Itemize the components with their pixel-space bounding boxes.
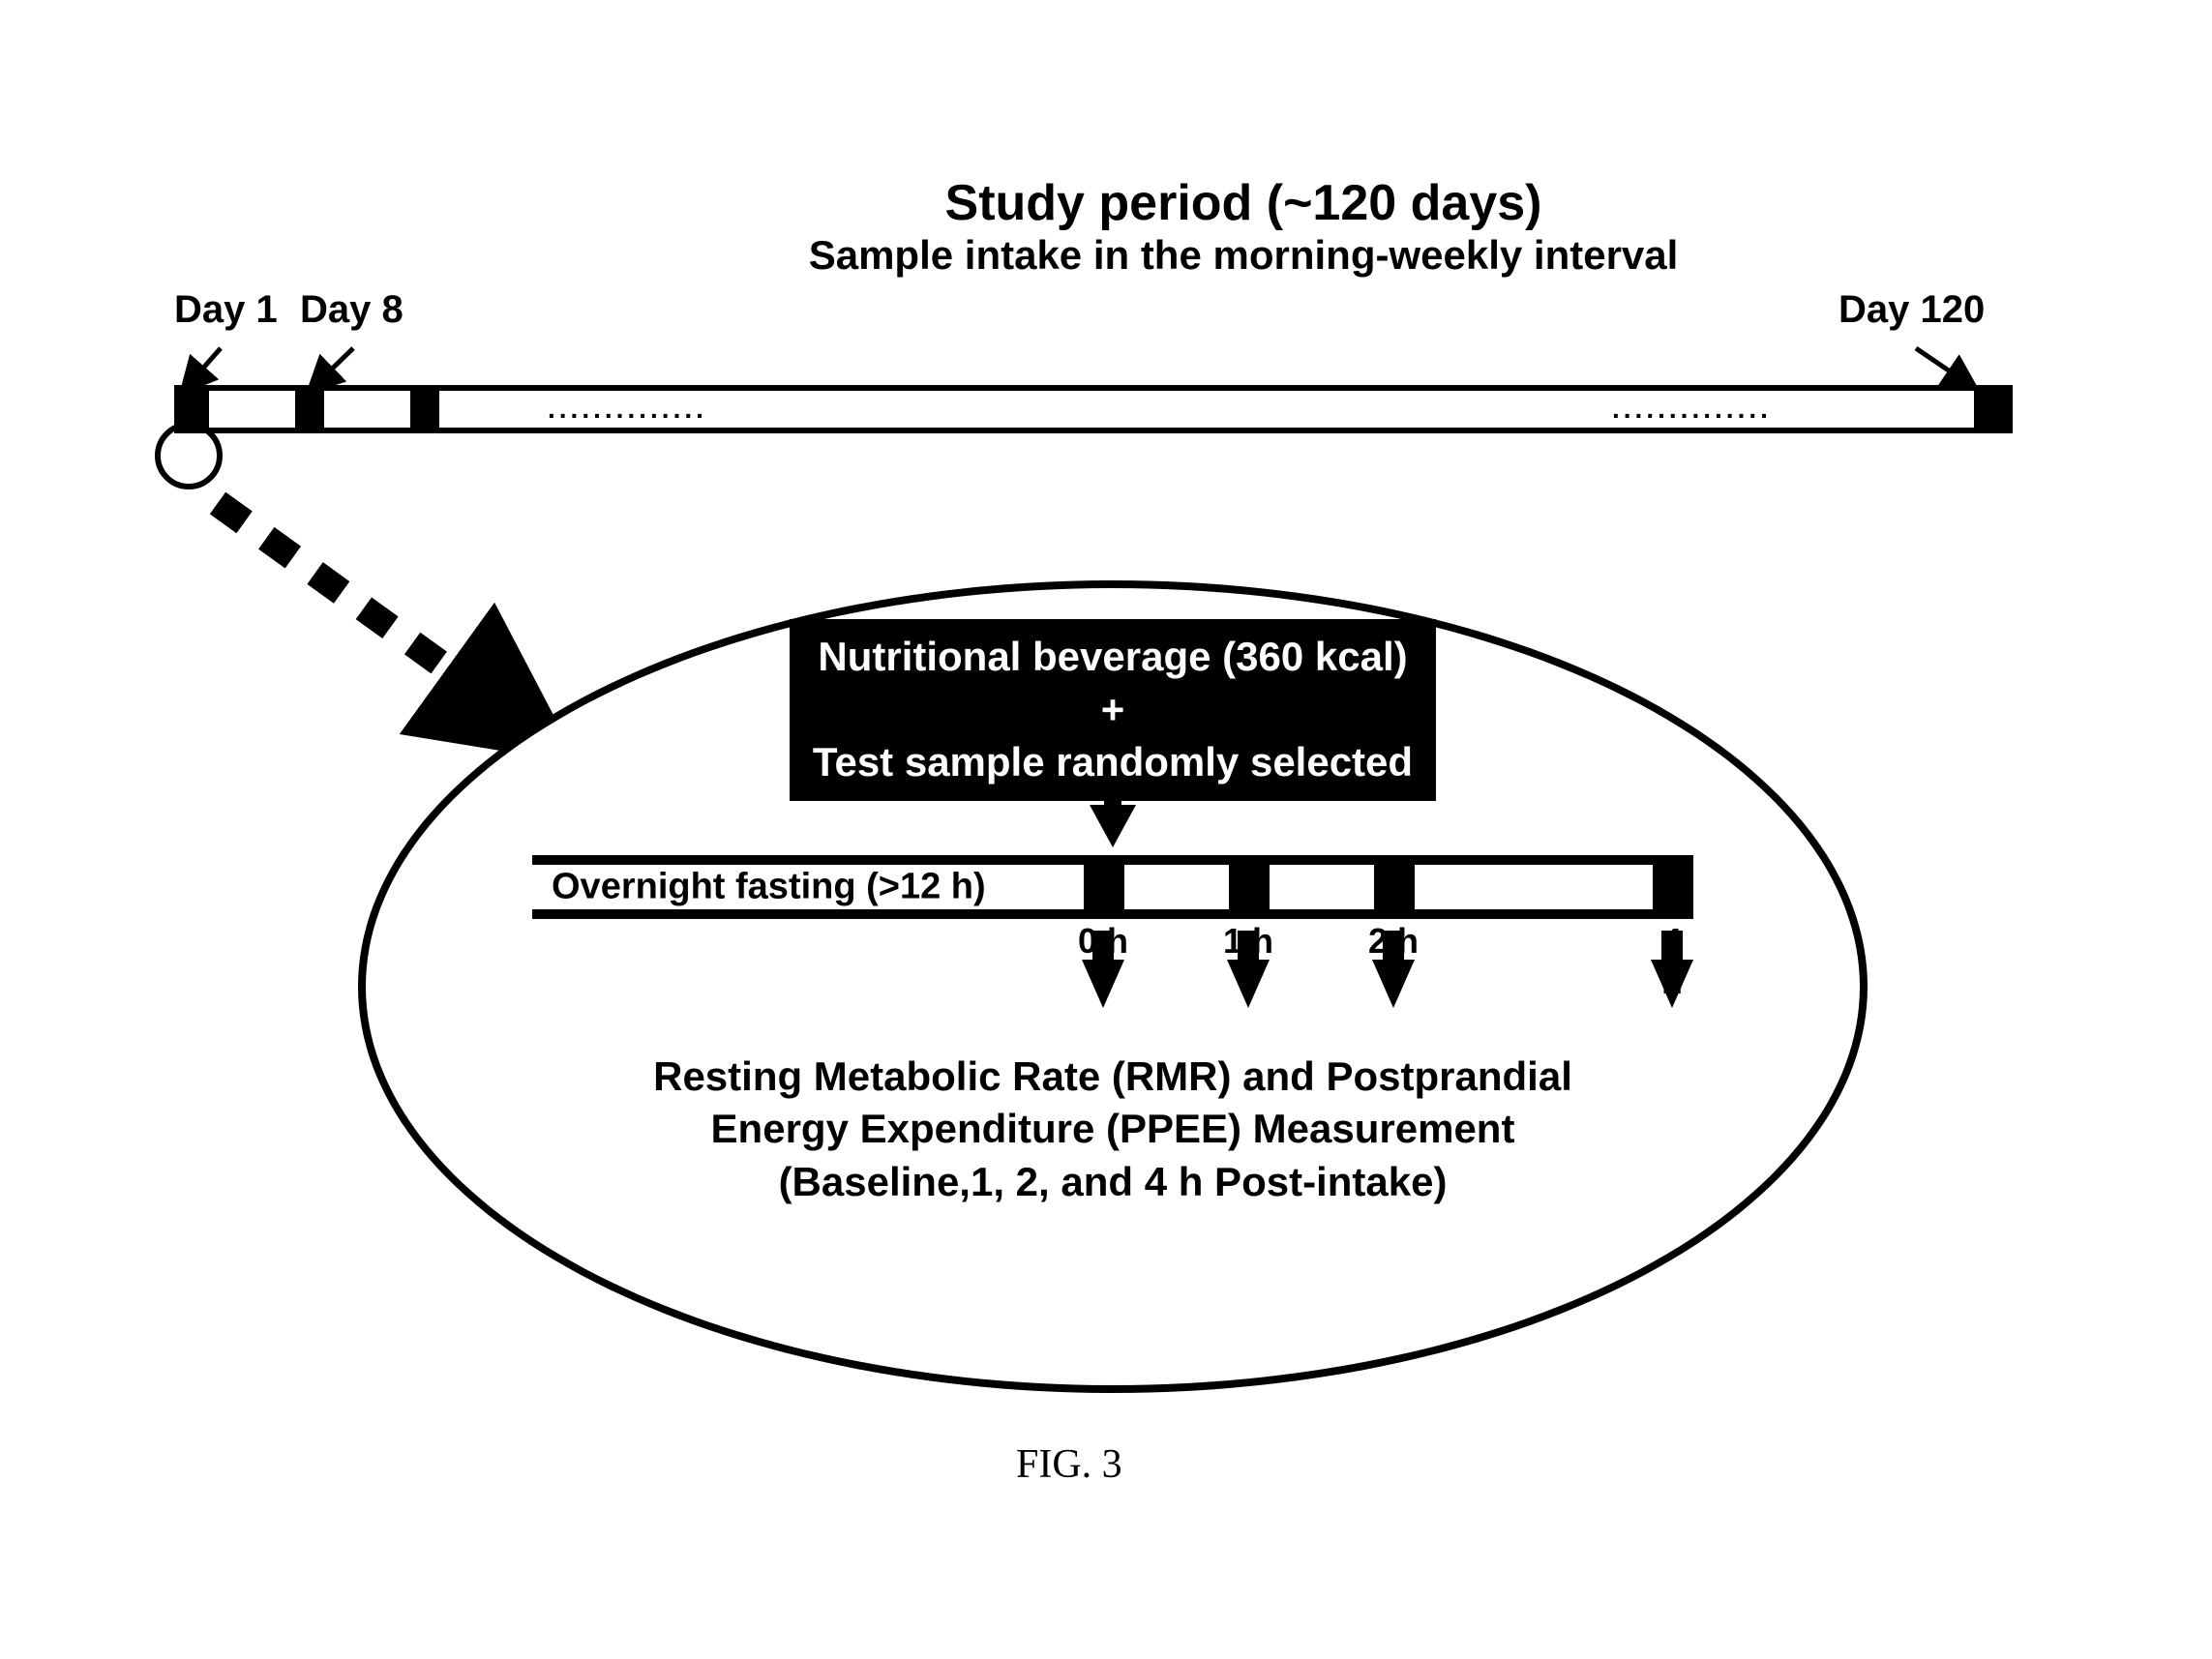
tp-4h-block [1653,865,1693,909]
title-line2: Sample intake in the morning-weekly inte… [474,232,2013,279]
hour-labels-row: 0 h 1 h 2 h 4 h [532,921,1693,963]
intervention-line1: Nutritional beverage (360 kcal) [813,631,1413,684]
tp-0h-block [1084,865,1124,909]
title-block: Study period (~120 days) Sample intake i… [474,174,2013,279]
day-labels-row: Day 1 Day 8 Day 120 [174,288,2013,346]
protocol-timeline-wrap: Overnight fasting (>12 h) 0 h 1 h 2 h 4 … [532,855,1693,1209]
timeline-block-day15 [410,391,439,428]
measure-line3: (Baseline,1, 2, and 4 h Post-intake) [532,1156,1693,1209]
timeline-block-day8 [295,391,324,428]
measure-line1: Resting Metabolic Rate (RMR) and Postpra… [532,1051,1693,1104]
diagram-root: Study period (~120 days) Sample intake i… [174,174,2013,462]
timeline-ellipsis-right: .............. [1612,394,1772,425]
box-to-timeline-arrow [1090,805,1136,847]
intervention-box: Nutritional beverage (360 kcal) + Test s… [790,619,1436,801]
protocol-timeline: Overnight fasting (>12 h) [532,855,1693,919]
timeline-block-day120 [1974,391,2007,428]
tp-2h-block [1374,865,1415,909]
measurement-text: Resting Metabolic Rate (RMR) and Postpra… [532,1051,1693,1209]
title-line1: Study period (~120 days) [474,174,2013,232]
hour-arrow-2 [1372,960,1415,1008]
day-label-120: Day 120 [1838,288,1985,332]
fasting-label: Overnight fasting (>12 h) [552,866,986,907]
day-label-pointers [174,346,2013,385]
hour-arrow-4 [1651,960,1693,1008]
timeline-ellipsis-left: .............. [548,394,707,425]
hour-arrow-1 [1227,960,1270,1008]
detail-content: Nutritional beverage (360 kcal) + Test s… [532,619,1693,1209]
measure-line2: Energy Expenditure (PPEE) Measurement [532,1103,1693,1156]
hour-arrow-0 [1082,960,1124,1008]
study-timeline: .............. .............. [174,385,2013,433]
intervention-line2: + [813,684,1413,737]
day-label-1: Day 1 [174,288,278,332]
day-label-8: Day 8 [300,288,404,332]
figure-caption: FIG. 3 [1016,1441,1122,1488]
tp-1h-block [1229,865,1270,909]
